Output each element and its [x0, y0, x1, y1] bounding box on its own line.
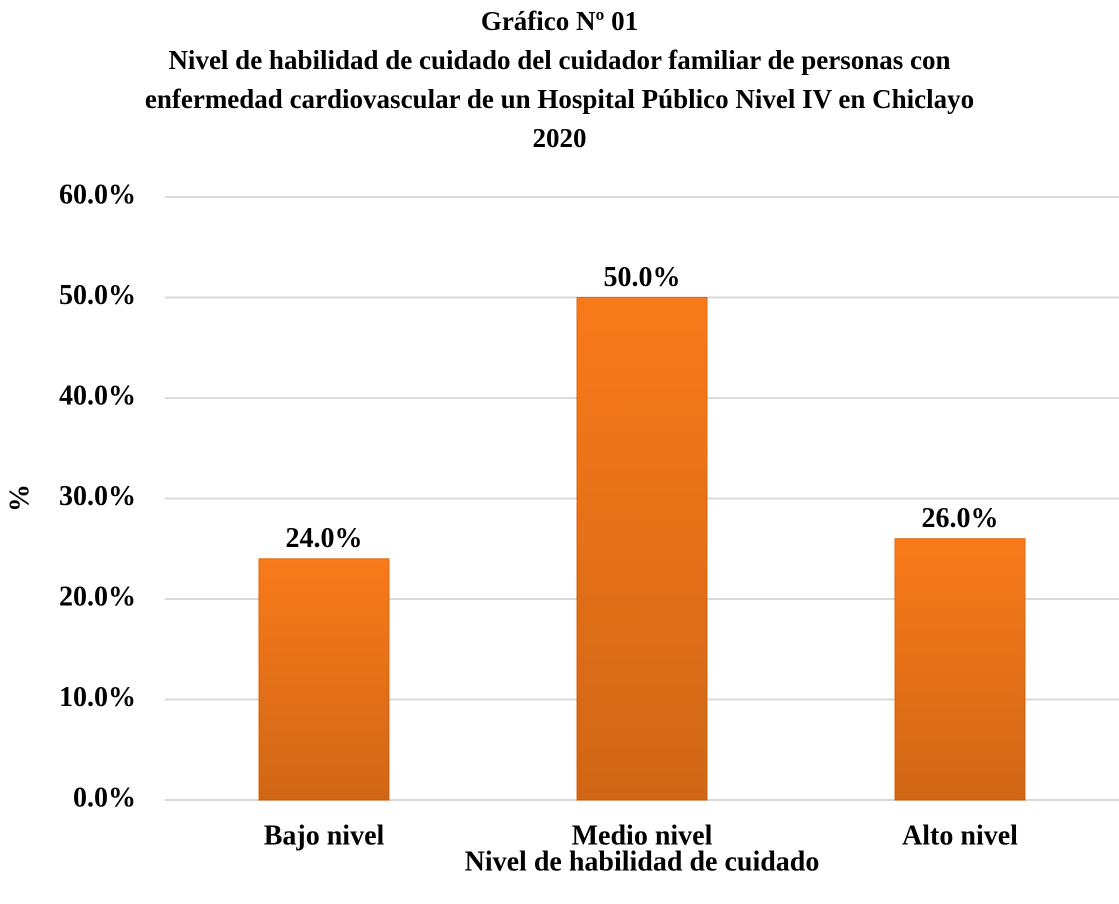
y-tick-label: 60.0% [59, 179, 136, 210]
x-tick-label: Alto nivel [902, 820, 1018, 851]
bar-shade [895, 538, 1025, 800]
data-label: 24.0% [286, 523, 363, 554]
y-tick-label: 20.0% [59, 581, 136, 612]
data-label: 26.0% [922, 503, 999, 534]
header: Gráfico Nº 01 Nivel de habilidad de cuid… [0, 2, 1119, 158]
chart-title: Gráfico Nº 01 [480, 6, 639, 36]
y-tick-label: 0.0% [73, 782, 136, 813]
x-tick-label: Bajo nivel [264, 820, 385, 851]
y-tick-label: 50.0% [59, 280, 136, 311]
x-tick-label: Medio nivel [572, 820, 713, 851]
y-tick-label: 10.0% [59, 682, 136, 713]
data-label: 50.0% [604, 262, 681, 293]
y-tick-label: 30.0% [59, 481, 136, 512]
bar-shade [259, 558, 389, 800]
x-axis-label: Nivel de habilidad de cuidado [465, 846, 820, 877]
y-tick-label: 40.0% [59, 380, 136, 411]
bar-shade [577, 297, 707, 800]
y-axis-label: % [4, 484, 35, 512]
chart-subtitle: Nivel de habilidad de cuidado del cuidad… [144, 45, 975, 153]
